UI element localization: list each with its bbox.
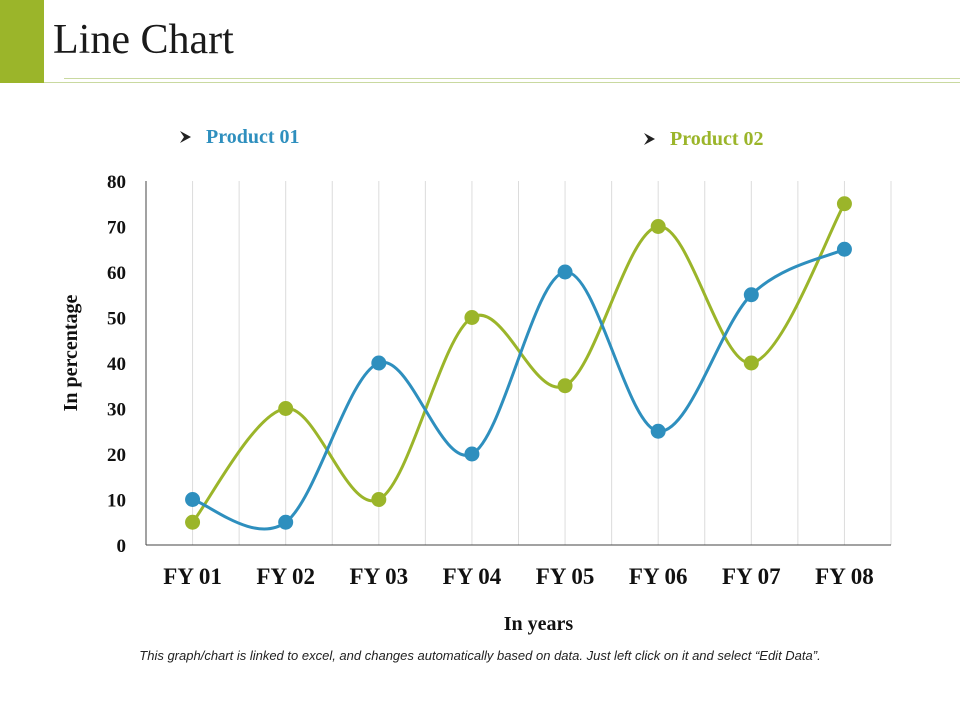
- x-tick-label: FY 04: [443, 564, 502, 589]
- data-point-product-02[interactable]: [743, 355, 759, 371]
- title-underline: [64, 78, 960, 79]
- y-tick-label: 50: [107, 309, 126, 330]
- y-tick-label: 30: [107, 400, 126, 421]
- page-title: Line Chart: [53, 17, 234, 63]
- data-point-product-02[interactable]: [371, 492, 387, 507]
- y-tick-label: 0: [117, 536, 127, 557]
- series-line-product-01: [192, 247, 846, 531]
- legend-layer: Product 01 Product 02: [180, 126, 764, 150]
- grid-layer: [192, 181, 892, 545]
- y-tick-label: 80: [107, 172, 126, 193]
- series-layer: [185, 196, 852, 531]
- x-tick-label: FY 03: [350, 564, 409, 589]
- data-point-product-02[interactable]: [557, 378, 573, 394]
- y-tick-label: 20: [107, 445, 126, 466]
- data-point-product-02[interactable]: [185, 514, 201, 530]
- data-point-product-01[interactable]: [836, 241, 852, 257]
- legend-arrow-icon: [180, 131, 191, 143]
- x-tick-label: FY 02: [256, 564, 315, 589]
- data-point-product-02[interactable]: [464, 310, 480, 325]
- header-divider: [44, 82, 960, 83]
- data-point-product-01[interactable]: [371, 355, 387, 371]
- x-tick-label: FY 06: [629, 564, 688, 589]
- y-tick-label: 60: [107, 263, 126, 284]
- y-axis-title: In percentage: [60, 294, 82, 411]
- x-tick-label: FY 07: [722, 564, 781, 589]
- y-tick-label: 70: [107, 218, 126, 239]
- data-point-product-01[interactable]: [464, 446, 480, 462]
- chart-footnote: This graph/chart is linked to excel, and…: [139, 648, 821, 663]
- data-point-product-01[interactable]: [743, 287, 759, 303]
- data-point-product-02[interactable]: [836, 196, 852, 212]
- data-point-product-01[interactable]: [650, 423, 666, 439]
- legend-label-product-01: Product 01: [206, 126, 300, 148]
- data-point-product-02[interactable]: [278, 401, 294, 416]
- y-tick-label: 40: [107, 354, 126, 375]
- accent-bar: [0, 0, 44, 83]
- x-tick-label: FY 08: [815, 564, 874, 589]
- data-point-product-01[interactable]: [278, 514, 294, 530]
- x-tick-label: FY 01: [163, 564, 222, 589]
- labels-layer: 0 10 20 30 40 50 60 70 80 FY 01 FY 02 FY 03 FY 04 FY …: [60, 172, 874, 635]
- axes-layer: [145, 181, 891, 546]
- y-tick-label: 10: [107, 491, 126, 512]
- data-point-product-01[interactable]: [557, 264, 573, 280]
- data-point-product-02[interactable]: [650, 219, 666, 234]
- data-point-product-01[interactable]: [185, 492, 201, 507]
- x-tick-label: FY 05: [536, 564, 595, 589]
- legend-arrow-icon: [644, 133, 655, 145]
- x-axis-title: In years: [504, 613, 574, 635]
- legend-label-product-02: Product 02: [670, 128, 764, 150]
